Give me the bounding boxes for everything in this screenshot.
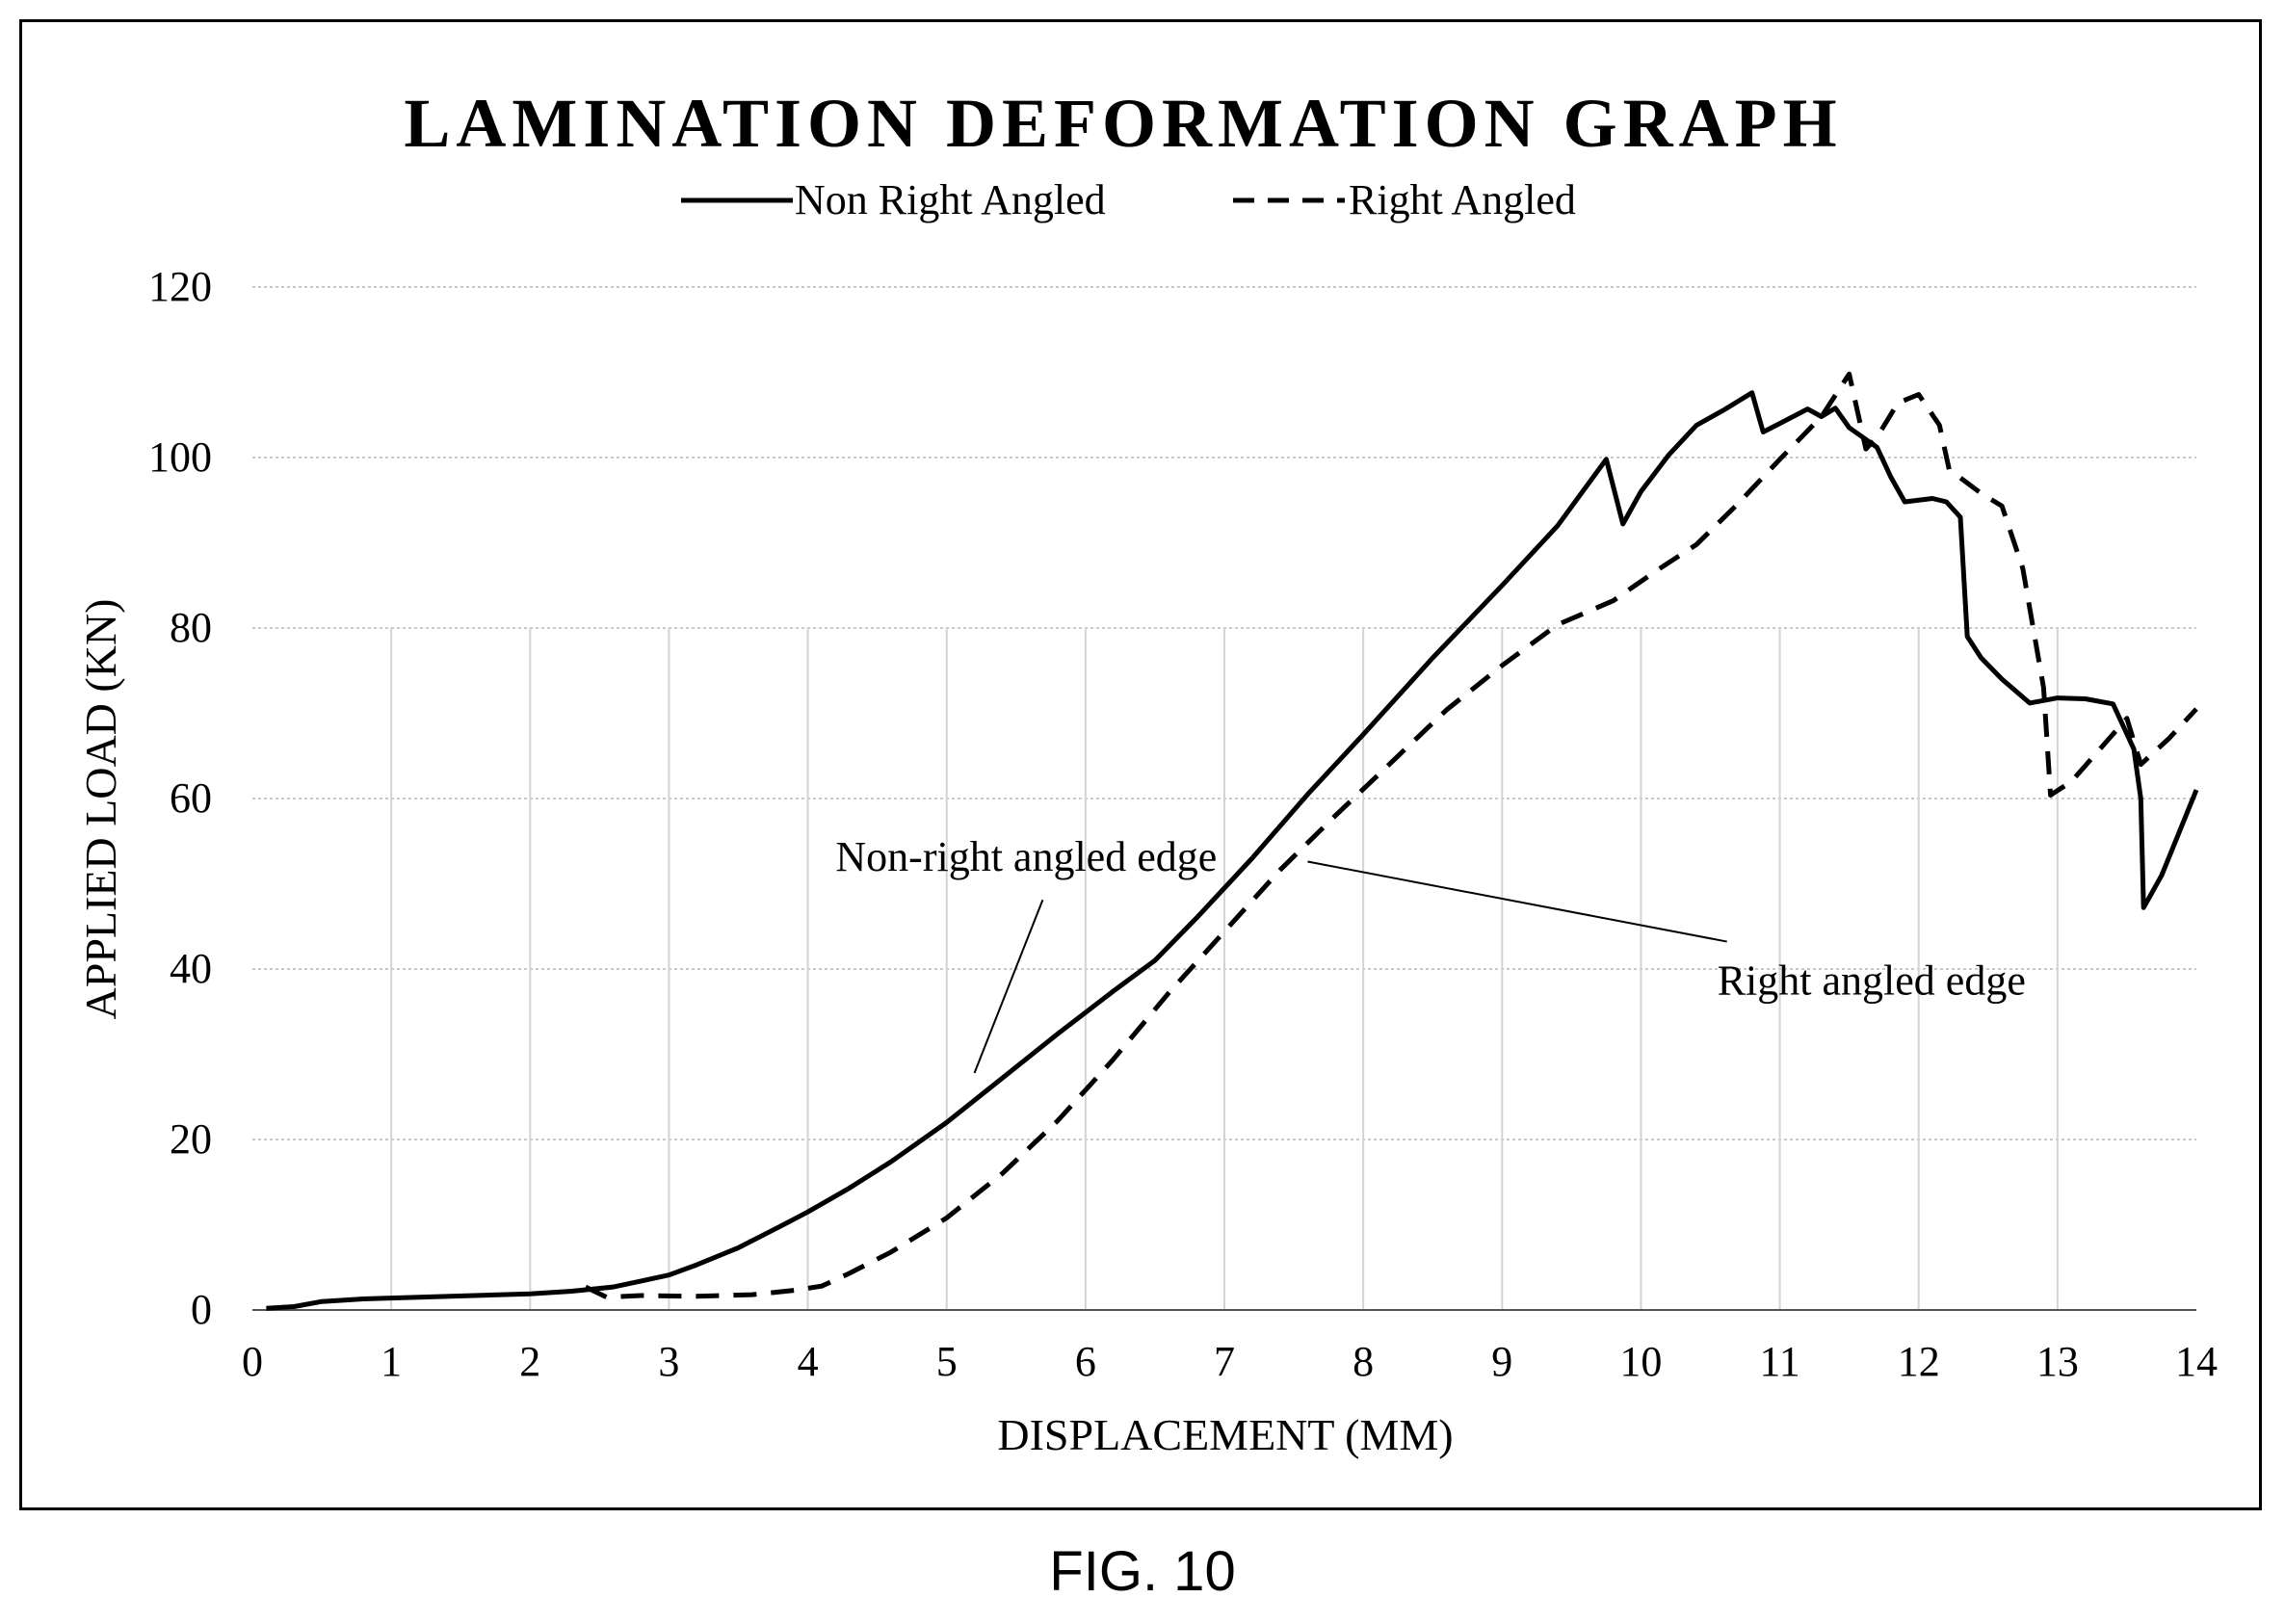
- x-tick-label-14: 14: [2175, 1338, 2218, 1385]
- chart-frame: [19, 19, 2262, 1510]
- y-tick-label-40: 40: [170, 945, 212, 992]
- y-tick-label-120: 120: [148, 263, 212, 310]
- annotations: Non-right angled edge Right angled edge: [835, 833, 2026, 1074]
- y-tick-labels: 0 20 40 60 80 100 120: [148, 263, 212, 1333]
- x-tick-label-5: 5: [936, 1338, 958, 1385]
- annotation-label-1: Right angled edge: [1718, 957, 2026, 1005]
- y-tick-label-0: 0: [191, 1286, 212, 1333]
- gridlines: [252, 286, 2196, 1310]
- series-lines: [266, 371, 2199, 1311]
- x-tick-label-6: 6: [1075, 1338, 1096, 1385]
- y-tick-label-20: 20: [170, 1115, 212, 1163]
- x-tick-label-1: 1: [381, 1338, 402, 1385]
- x-tick-label-9: 9: [1491, 1338, 1512, 1385]
- x-tick-label-7: 7: [1214, 1338, 1235, 1385]
- x-axis-label: DISPLACEMENT (MM): [997, 1410, 1453, 1459]
- x-tick-label-3: 3: [658, 1338, 679, 1385]
- x-tick-label-8: 8: [1353, 1338, 1374, 1385]
- y-axis-label: APPLIED LOAD (KN): [76, 599, 125, 1020]
- legend-label-non-right-angled: Non Right Angled: [795, 176, 1106, 223]
- chart-title: LAMINATION DEFORMATION GRAPH: [404, 85, 1842, 162]
- x-tick-labels: 0 1 2 3 4 5 6 7 8 9 10 11 12 13 14: [242, 1338, 2218, 1385]
- x-tick-label-13: 13: [2036, 1338, 2079, 1385]
- x-tick-label-0: 0: [242, 1338, 263, 1385]
- series-line-non-right-angled: [266, 390, 2199, 1311]
- series-line-right-angled: [584, 371, 2198, 1300]
- x-tick-label-10: 10: [1619, 1338, 1662, 1385]
- annotation-label-0: Non-right angled edge: [835, 833, 1217, 880]
- figure-label: FIG. 10: [1049, 1540, 1236, 1603]
- annotation-leader-1: [1307, 860, 1727, 943]
- annotation-leader-0: [973, 899, 1044, 1074]
- y-tick-label-80: 80: [170, 604, 212, 651]
- legend: Non Right Angled Right Angled: [681, 176, 1576, 223]
- y-tick-label-100: 100: [148, 433, 212, 481]
- y-tick-label-60: 60: [170, 774, 212, 822]
- x-tick-label-2: 2: [519, 1338, 540, 1385]
- x-tick-label-4: 4: [798, 1338, 819, 1385]
- x-tick-label-12: 12: [1898, 1338, 1940, 1385]
- x-tick-label-11: 11: [1759, 1338, 1799, 1385]
- legend-label-right-angled: Right Angled: [1349, 176, 1576, 223]
